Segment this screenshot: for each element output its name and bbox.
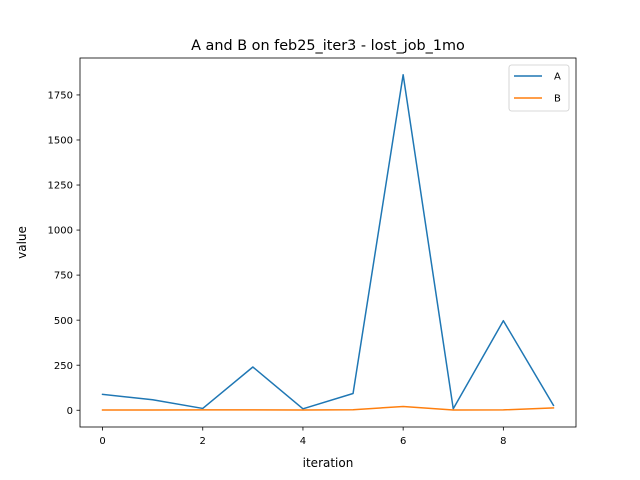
series-layer xyxy=(101,74,555,411)
y-tick-label: 250 xyxy=(54,361,73,372)
legend-label-B: B xyxy=(554,94,561,105)
y-tick-label: 1000 xyxy=(48,226,73,237)
x-tick-label: 8 xyxy=(500,436,506,447)
y-tick-label: 0 xyxy=(67,406,73,417)
plot-frame xyxy=(79,57,577,428)
x-tick-label: 0 xyxy=(99,436,105,447)
y-tick-label: 500 xyxy=(54,316,73,327)
legend-label-A: A xyxy=(554,72,561,83)
y-tick-label: 1250 xyxy=(48,181,73,192)
y-tick-label: 1750 xyxy=(48,91,73,102)
y-tick-label: 750 xyxy=(54,271,73,282)
y-axis-label: value xyxy=(15,226,29,259)
x-tick-label: 6 xyxy=(400,436,406,447)
chart-title: A and B on feb25_iter3 - lost_job_1mo xyxy=(191,38,465,54)
y-axis: 0 250 500 750 1000 1250 1500 1750 xyxy=(48,91,80,417)
legend: AB xyxy=(508,64,570,112)
series-line-B xyxy=(101,405,555,411)
x-tick-label: 2 xyxy=(200,436,206,447)
x-tick-label: 4 xyxy=(300,436,306,447)
series-line-A xyxy=(101,74,555,410)
y-tick-label: 1500 xyxy=(48,136,73,147)
x-axis: 0 2 4 6 8 xyxy=(99,427,507,447)
x-axis-label: iteration xyxy=(303,456,354,470)
